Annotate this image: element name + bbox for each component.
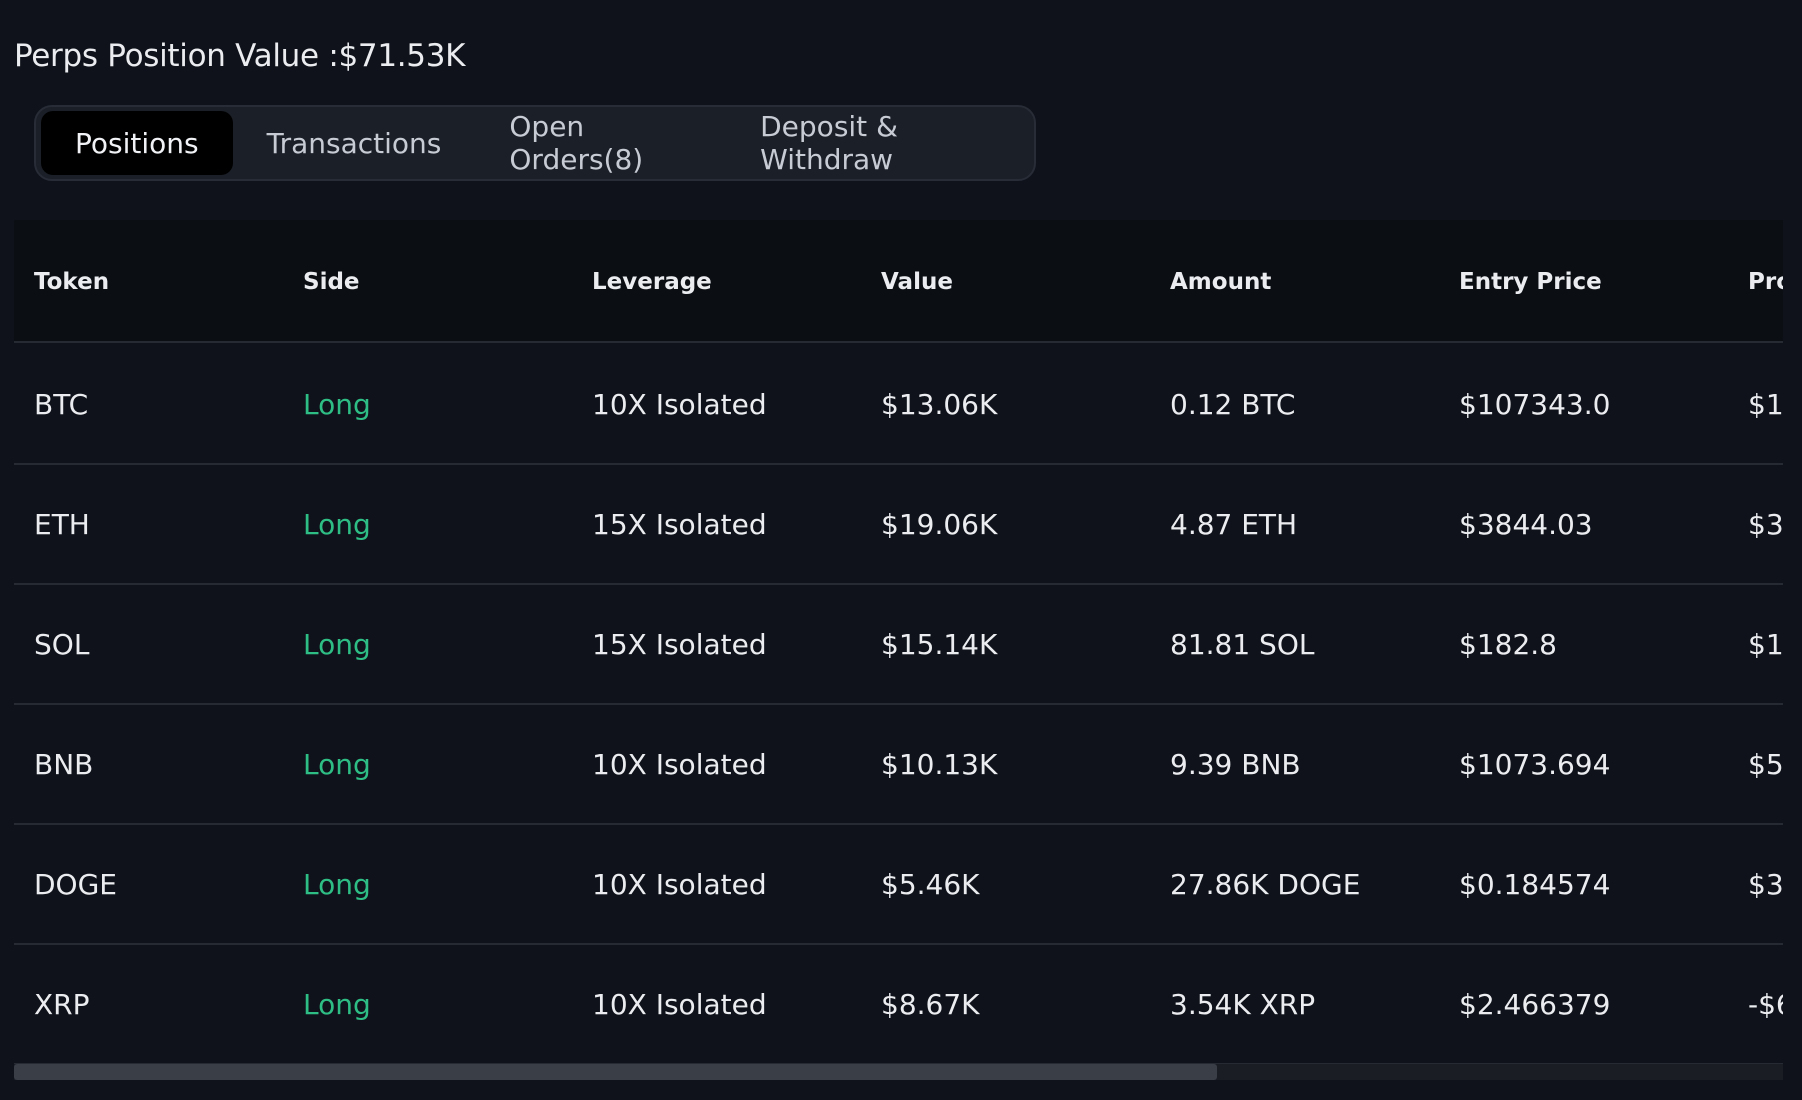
leverage-cell: 15X Isolated: [592, 507, 767, 541]
column-header-entry-price[interactable]: Entry Price: [1459, 268, 1602, 295]
side-cell: Long: [303, 987, 371, 1021]
value-cell: $5.46K: [881, 867, 980, 901]
value-cell: $8.67K: [881, 987, 980, 1021]
entry-price-cell: $182.8: [1459, 627, 1557, 661]
column-header-leverage[interactable]: Leverage: [592, 268, 712, 295]
table-row[interactable]: SOL Long 15X Isolated $15.14K 81.81 SOL …: [14, 585, 1783, 705]
tab-deposit-withdraw[interactable]: Deposit & Withdraw: [760, 110, 898, 176]
horizontal-scrollbar[interactable]: [14, 1064, 1783, 1080]
profit-cell: $1ı: [1748, 627, 1783, 661]
value-cell: $15.14K: [881, 627, 998, 661]
profit-cell: $3ı: [1748, 507, 1783, 541]
amount-cell: 4.87 ETH: [1170, 507, 1298, 541]
leverage-cell: 10X Isolated: [592, 987, 767, 1021]
entry-price-cell: $107343.0: [1459, 387, 1611, 421]
side-cell: Long: [303, 627, 371, 661]
page-title: Perps Position Value :$71.53K: [14, 38, 466, 74]
table-header: Token Side Leverage Value Amount Entry P…: [14, 220, 1783, 343]
positions-table: Token Side Leverage Value Amount Entry P…: [14, 220, 1783, 1082]
table-row[interactable]: ETH Long 15X Isolated $19.06K 4.87 ETH $…: [14, 465, 1783, 585]
column-header-value[interactable]: Value: [881, 268, 953, 295]
table-row[interactable]: BTC Long 10X Isolated $13.06K 0.12 BTC $…: [14, 345, 1783, 465]
entry-price-cell: $2.466379: [1459, 987, 1611, 1021]
table-row[interactable]: DOGE Long 10X Isolated $5.46K 27.86K DOG…: [14, 825, 1783, 945]
amount-cell: 27.86K DOGE: [1170, 867, 1361, 901]
amount-cell: 0.12 BTC: [1170, 387, 1296, 421]
token-cell: ETH: [34, 507, 90, 541]
value-cell: $10.13K: [881, 747, 998, 781]
leverage-cell: 15X Isolated: [592, 627, 767, 661]
side-cell: Long: [303, 867, 371, 901]
token-cell: SOL: [34, 627, 90, 661]
value-cell: $13.06K: [881, 387, 998, 421]
entry-price-cell: $0.184574: [1459, 867, 1611, 901]
table-row[interactable]: BNB Long 10X Isolated $10.13K 9.39 BNB $…: [14, 705, 1783, 825]
amount-cell: 3.54K XRP: [1170, 987, 1316, 1021]
tab-bar: Positions Transactions Open Orders(8) De…: [34, 105, 1036, 181]
profit-cell: $1ı: [1748, 387, 1783, 421]
table-row[interactable]: XRP Long 10X Isolated $8.67K 3.54K XRP $…: [14, 945, 1783, 1065]
scrollbar-thumb[interactable]: [14, 1064, 1217, 1080]
leverage-cell: 10X Isolated: [592, 867, 767, 901]
entry-price-cell: $1073.694: [1459, 747, 1611, 781]
leverage-cell: 10X Isolated: [592, 387, 767, 421]
leverage-cell: 10X Isolated: [592, 747, 767, 781]
tab-transactions[interactable]: Transactions: [266, 126, 442, 160]
tab-open-orders[interactable]: Open Orders(8): [509, 110, 644, 176]
amount-cell: 9.39 BNB: [1170, 747, 1301, 781]
token-cell: BNB: [34, 747, 94, 781]
tab-positions[interactable]: Positions: [41, 111, 233, 175]
entry-price-cell: $3844.03: [1459, 507, 1593, 541]
amount-cell: 81.81 SOL: [1170, 627, 1315, 661]
profit-cell: -$6: [1748, 987, 1783, 1021]
column-header-amount[interactable]: Amount: [1170, 268, 1272, 295]
token-cell: XRP: [34, 987, 90, 1021]
column-header-token[interactable]: Token: [34, 268, 110, 295]
token-cell: BTC: [34, 387, 89, 421]
token-cell: DOGE: [34, 867, 117, 901]
profit-cell: $3ı: [1748, 867, 1783, 901]
side-cell: Long: [303, 507, 371, 541]
profit-cell: $5ı: [1748, 747, 1783, 781]
column-header-side[interactable]: Side: [303, 268, 360, 295]
value-cell: $19.06K: [881, 507, 998, 541]
side-cell: Long: [303, 387, 371, 421]
column-header-profit[interactable]: Pro: [1748, 268, 1783, 295]
side-cell: Long: [303, 747, 371, 781]
